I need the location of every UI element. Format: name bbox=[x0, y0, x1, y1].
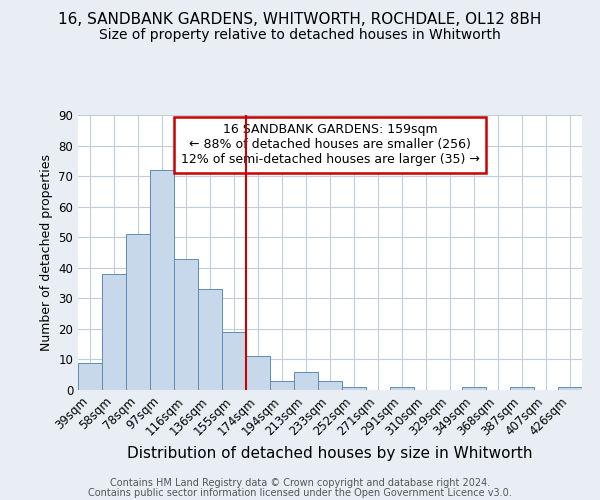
Bar bbox=[270, 381, 294, 390]
Bar bbox=[78, 362, 102, 390]
Bar bbox=[174, 258, 198, 390]
Text: 16 SANDBANK GARDENS: 159sqm
← 88% of detached houses are smaller (256)
12% of se: 16 SANDBANK GARDENS: 159sqm ← 88% of det… bbox=[181, 123, 479, 166]
Bar bbox=[318, 381, 342, 390]
Bar bbox=[150, 170, 174, 390]
Bar bbox=[390, 387, 414, 390]
Bar bbox=[294, 372, 318, 390]
Bar bbox=[342, 387, 366, 390]
Bar bbox=[102, 274, 126, 390]
Bar bbox=[462, 387, 486, 390]
Bar bbox=[558, 387, 582, 390]
Text: Contains public sector information licensed under the Open Government Licence v3: Contains public sector information licen… bbox=[88, 488, 512, 498]
Text: Contains HM Land Registry data © Crown copyright and database right 2024.: Contains HM Land Registry data © Crown c… bbox=[110, 478, 490, 488]
Bar bbox=[222, 332, 246, 390]
Bar bbox=[510, 387, 534, 390]
Text: Size of property relative to detached houses in Whitworth: Size of property relative to detached ho… bbox=[99, 28, 501, 42]
Y-axis label: Number of detached properties: Number of detached properties bbox=[40, 154, 53, 351]
Text: 16, SANDBANK GARDENS, WHITWORTH, ROCHDALE, OL12 8BH: 16, SANDBANK GARDENS, WHITWORTH, ROCHDAL… bbox=[58, 12, 542, 28]
Bar bbox=[126, 234, 150, 390]
Bar bbox=[246, 356, 270, 390]
Bar bbox=[198, 289, 222, 390]
X-axis label: Distribution of detached houses by size in Whitworth: Distribution of detached houses by size … bbox=[127, 446, 533, 461]
